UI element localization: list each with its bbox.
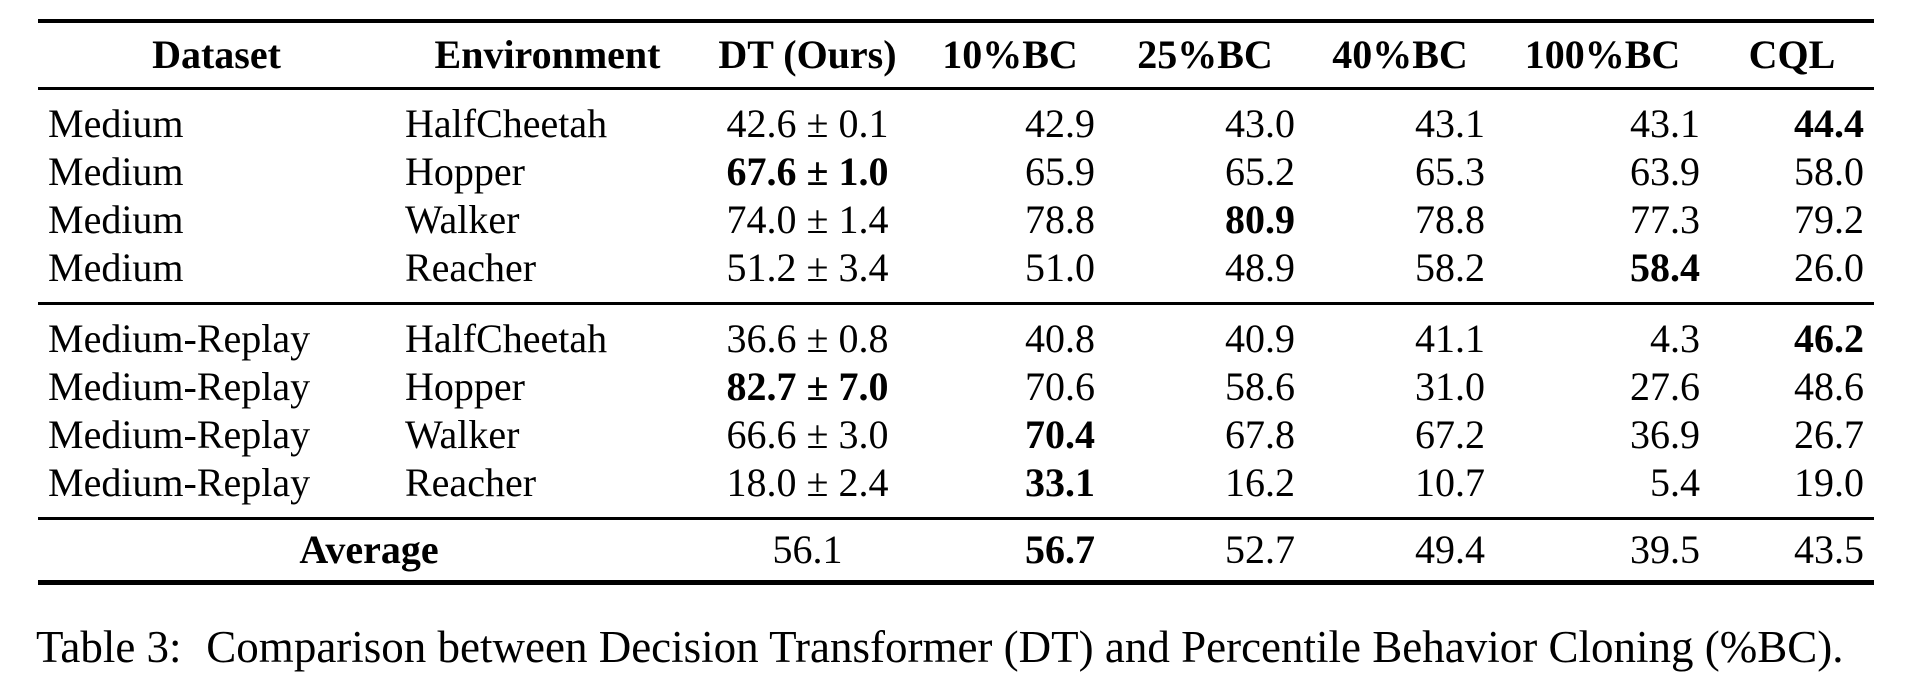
table-row: Medium Reacher 51.2 ± 3.4 51.0 48.9 58.2… [38, 244, 1874, 304]
bc25-score-cell: 65.2 [1225, 149, 1295, 194]
medium-block: Medium HalfCheetah 42.6 ± 0.1 42.9 43.0 … [38, 89, 1874, 304]
bc40-score-cell: 58.2 [1415, 245, 1485, 290]
cql-score-cell: 58.0 [1794, 149, 1864, 194]
dt-average-cell: 56.1 [700, 517, 915, 585]
dt-score-cell: 67.6 ± 1.0 [726, 149, 889, 194]
results-table: Dataset Environment DT (Ours) 10%BC 25%B… [38, 19, 1874, 585]
bc10-score-cell: 42.9 [1025, 101, 1095, 146]
environment-cell: Hopper [405, 149, 525, 194]
bc100-score-cell: 5.4 [1650, 460, 1700, 505]
table-row: Medium-Replay HalfCheetah 36.6 ± 0.8 40.… [38, 302, 1874, 363]
medium-replay-block: Medium-Replay HalfCheetah 36.6 ± 0.8 40.… [38, 302, 1874, 519]
bc100-score-cell: 63.9 [1630, 149, 1700, 194]
average-block: Average 56.1 56.7 52.7 49.4 39.5 43.5 [38, 517, 1874, 585]
bc25-score-cell: 16.2 [1225, 460, 1295, 505]
column-header-40bc: 40%BC [1305, 19, 1495, 90]
bc100-average-cell: 39.5 [1495, 517, 1710, 585]
bc10-average-cell: 56.7 [915, 517, 1105, 585]
table-caption: Table 3: Comparison between Decision Tran… [36, 621, 1908, 673]
column-header-10bc: 10%BC [915, 19, 1105, 90]
average-label: Average [38, 517, 700, 585]
column-header-100bc: 100%BC [1495, 19, 1710, 90]
bc100-score-cell: 58.4 [1630, 245, 1700, 290]
dataset-cell: Medium [48, 101, 184, 146]
bc25-score-cell: 43.0 [1225, 101, 1295, 146]
environment-cell: HalfCheetah [405, 101, 608, 146]
bc25-score-cell: 80.9 [1225, 197, 1295, 242]
bc10-score-cell: 40.8 [915, 302, 1105, 363]
cql-score-cell: 26.0 [1794, 245, 1864, 290]
dt-score-cell: 74.0 ± 1.4 [726, 197, 889, 242]
dataset-cell: Medium [48, 245, 184, 290]
bc40-average-cell: 49.4 [1305, 517, 1495, 585]
bc100-score-cell: 43.1 [1630, 101, 1700, 146]
environment-cell: Reacher [405, 245, 537, 290]
column-header-environment: Environment [395, 19, 700, 90]
bc10-score-cell: 70.4 [1025, 412, 1095, 457]
environment-cell: Hopper [405, 364, 525, 409]
caption-label: Table 3: [36, 622, 182, 672]
bc40-score-cell: 10.7 [1415, 460, 1485, 505]
cql-score-cell: 44.4 [1794, 101, 1864, 146]
bc10-score-cell: 33.1 [1025, 460, 1095, 505]
cql-score-cell: 19.0 [1794, 460, 1864, 505]
bc40-score-cell: 41.1 [1305, 302, 1495, 363]
bc25-score-cell: 40.9 [1105, 302, 1305, 363]
bc10-score-cell: 51.0 [1025, 245, 1095, 290]
cql-score-cell: 48.6 [1794, 364, 1864, 409]
table-row: Medium-Replay Reacher 18.0 ± 2.4 33.1 16… [38, 459, 1874, 519]
dataset-cell: Medium-Replay [48, 460, 311, 505]
column-header-cql: CQL [1710, 19, 1874, 90]
table-row: Medium-Replay Walker 66.6 ± 3.0 70.4 67.… [38, 411, 1874, 459]
dt-score-cell: 42.6 ± 0.1 [726, 101, 889, 146]
table-header: Dataset Environment DT (Ours) 10%BC 25%B… [38, 19, 1874, 90]
cql-average-cell: 43.5 [1710, 517, 1874, 585]
table-row: Medium Hopper 67.6 ± 1.0 65.9 65.2 65.3 … [38, 148, 1874, 196]
environment-cell: Reacher [405, 460, 537, 505]
bc40-score-cell: 31.0 [1415, 364, 1485, 409]
dt-score-cell: 66.6 ± 3.0 [726, 412, 889, 457]
dataset-cell: Medium [48, 149, 184, 194]
cql-score-cell: 46.2 [1710, 302, 1874, 363]
bc25-average-cell: 52.7 [1105, 517, 1305, 585]
bc40-score-cell: 67.2 [1415, 412, 1485, 457]
bc10-score-cell: 65.9 [1025, 149, 1095, 194]
dt-score-cell: 51.2 ± 3.4 [726, 245, 889, 290]
environment-cell: Walker [405, 412, 520, 457]
bc100-score-cell: 77.3 [1630, 197, 1700, 242]
average-row: Average 56.1 56.7 52.7 49.4 39.5 43.5 [38, 517, 1874, 585]
bc10-score-cell: 70.6 [1025, 364, 1095, 409]
dt-score-cell: 18.0 ± 2.4 [726, 460, 889, 505]
dataset-cell: Medium-Replay [48, 412, 311, 457]
bc100-score-cell: 4.3 [1495, 302, 1710, 363]
bc25-score-cell: 48.9 [1225, 245, 1295, 290]
column-header-dt: DT (Ours) [700, 19, 915, 90]
bc25-score-cell: 67.8 [1225, 412, 1295, 457]
environment-cell: HalfCheetah [395, 302, 700, 363]
bc25-score-cell: 58.6 [1225, 364, 1295, 409]
bc100-score-cell: 27.6 [1630, 364, 1700, 409]
dt-score-cell: 36.6 ± 0.8 [700, 302, 915, 363]
bc40-score-cell: 65.3 [1415, 149, 1485, 194]
cql-score-cell: 26.7 [1794, 412, 1864, 457]
dataset-cell: Medium-Replay [48, 364, 311, 409]
table-row: Medium HalfCheetah 42.6 ± 0.1 42.9 43.0 … [38, 89, 1874, 149]
column-header-dataset: Dataset [38, 19, 395, 90]
bc10-score-cell: 78.8 [1025, 197, 1095, 242]
bc40-score-cell: 78.8 [1415, 197, 1485, 242]
dataset-cell: Medium [48, 197, 184, 242]
table-row: Medium-Replay Hopper 82.7 ± 7.0 70.6 58.… [38, 363, 1874, 411]
header-row: Dataset Environment DT (Ours) 10%BC 25%B… [38, 19, 1874, 90]
dataset-cell: Medium-Replay [38, 302, 395, 363]
cql-score-cell: 79.2 [1794, 197, 1864, 242]
dt-score-cell: 82.7 ± 7.0 [726, 364, 889, 409]
bc40-score-cell: 43.1 [1415, 101, 1485, 146]
table-row: Medium Walker 74.0 ± 1.4 78.8 80.9 78.8 … [38, 196, 1874, 244]
column-header-25bc: 25%BC [1105, 19, 1305, 90]
environment-cell: Walker [405, 197, 520, 242]
caption-text: Comparison between Decision Transformer … [206, 622, 1844, 672]
bc100-score-cell: 36.9 [1630, 412, 1700, 457]
